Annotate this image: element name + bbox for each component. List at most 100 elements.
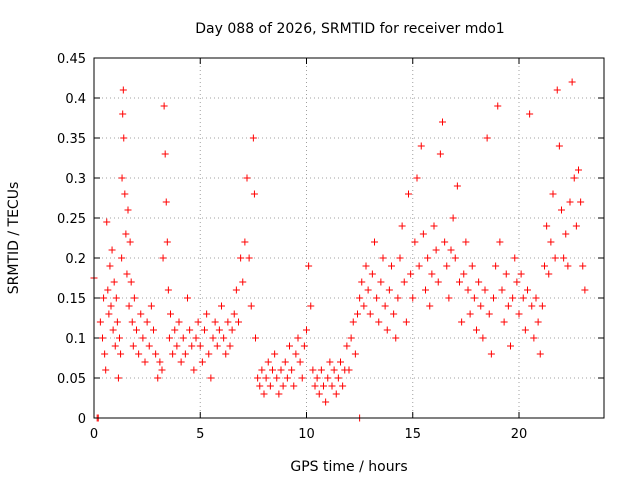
data-point xyxy=(150,326,157,334)
data-point xyxy=(473,326,480,334)
data-point xyxy=(462,238,470,246)
data-point xyxy=(558,206,565,214)
data-point xyxy=(400,278,408,286)
data-point xyxy=(245,254,253,262)
data-point xyxy=(104,286,112,294)
data-point xyxy=(135,350,143,358)
data-point xyxy=(205,350,213,358)
data-point xyxy=(143,318,151,326)
data-point xyxy=(371,238,378,246)
data-point xyxy=(275,390,283,398)
data-point xyxy=(415,262,423,270)
data-point xyxy=(139,334,147,342)
data-point xyxy=(500,318,508,326)
data-point xyxy=(551,254,559,262)
data-point xyxy=(121,190,129,198)
data-point xyxy=(315,390,323,398)
data-point xyxy=(385,286,393,294)
data-point xyxy=(487,350,495,358)
data-point xyxy=(324,374,332,382)
data-point xyxy=(117,350,125,358)
data-point xyxy=(449,214,457,222)
data-point xyxy=(158,366,166,374)
data-point xyxy=(188,342,196,350)
data-point xyxy=(226,342,234,350)
data-point xyxy=(379,254,387,262)
data-point xyxy=(328,382,336,390)
data-point xyxy=(426,302,434,310)
data-point xyxy=(283,374,291,382)
data-point xyxy=(388,262,395,270)
data-point xyxy=(381,302,389,310)
data-point xyxy=(101,350,109,358)
data-point xyxy=(307,302,315,310)
data-point xyxy=(119,86,127,94)
data-point xyxy=(524,286,531,294)
data-point xyxy=(99,334,106,342)
data-point xyxy=(481,286,489,294)
y-tick-label: 0.1 xyxy=(65,332,86,347)
data-point xyxy=(260,390,268,398)
x-tick-label: 0 xyxy=(90,427,98,442)
data-point xyxy=(145,342,153,350)
data-point xyxy=(286,342,293,350)
data-point xyxy=(528,302,536,310)
data-point xyxy=(107,302,115,310)
data-point xyxy=(351,350,359,358)
y-axis-label: SRMTID / TECUs xyxy=(6,182,22,295)
data-point xyxy=(215,326,223,334)
data-point xyxy=(167,310,174,318)
data-point xyxy=(502,270,510,278)
y-tick-label: 0.45 xyxy=(57,52,86,67)
data-point xyxy=(490,294,497,302)
data-point xyxy=(368,270,376,278)
data-point xyxy=(232,286,240,294)
data-point xyxy=(326,358,334,366)
data-point xyxy=(119,110,127,118)
data-point xyxy=(396,254,404,262)
data-point xyxy=(424,254,432,262)
data-point xyxy=(273,374,281,382)
data-point xyxy=(349,318,357,326)
data-point xyxy=(256,382,264,390)
y-tick-label: 0.25 xyxy=(57,212,86,227)
data-point xyxy=(303,326,310,334)
data-point xyxy=(534,318,542,326)
data-point xyxy=(109,326,117,334)
data-point xyxy=(162,198,170,206)
data-point xyxy=(477,302,485,310)
data-point xyxy=(147,302,155,310)
data-point xyxy=(222,350,230,358)
data-point xyxy=(430,222,438,230)
chart-title: Day 088 of 2026, SRMTID for receiver mdo… xyxy=(195,21,504,37)
data-point xyxy=(305,262,313,270)
data-point xyxy=(579,262,587,270)
data-point xyxy=(398,222,406,230)
data-point xyxy=(164,286,172,294)
data-point xyxy=(294,334,302,342)
data-point xyxy=(458,318,466,326)
data-point xyxy=(211,318,219,326)
data-point xyxy=(129,342,137,350)
data-point xyxy=(252,334,259,342)
data-point xyxy=(347,334,355,342)
plot-frame xyxy=(93,57,605,419)
data-point xyxy=(269,366,276,374)
data-point xyxy=(203,310,211,318)
data-point xyxy=(507,342,514,350)
y-tick-label: 0.4 xyxy=(65,92,86,107)
data-point xyxy=(549,190,557,198)
data-point xyxy=(547,238,555,246)
data-point xyxy=(332,390,340,398)
data-point xyxy=(160,102,168,110)
data-point xyxy=(126,238,134,246)
data-point xyxy=(130,294,138,302)
data-point xyxy=(118,254,126,262)
data-point xyxy=(156,358,164,366)
data-point xyxy=(192,334,200,342)
data-point xyxy=(475,278,483,286)
data-point xyxy=(441,238,449,246)
data-point xyxy=(413,174,421,182)
data-point xyxy=(479,334,487,342)
data-point xyxy=(356,294,364,302)
